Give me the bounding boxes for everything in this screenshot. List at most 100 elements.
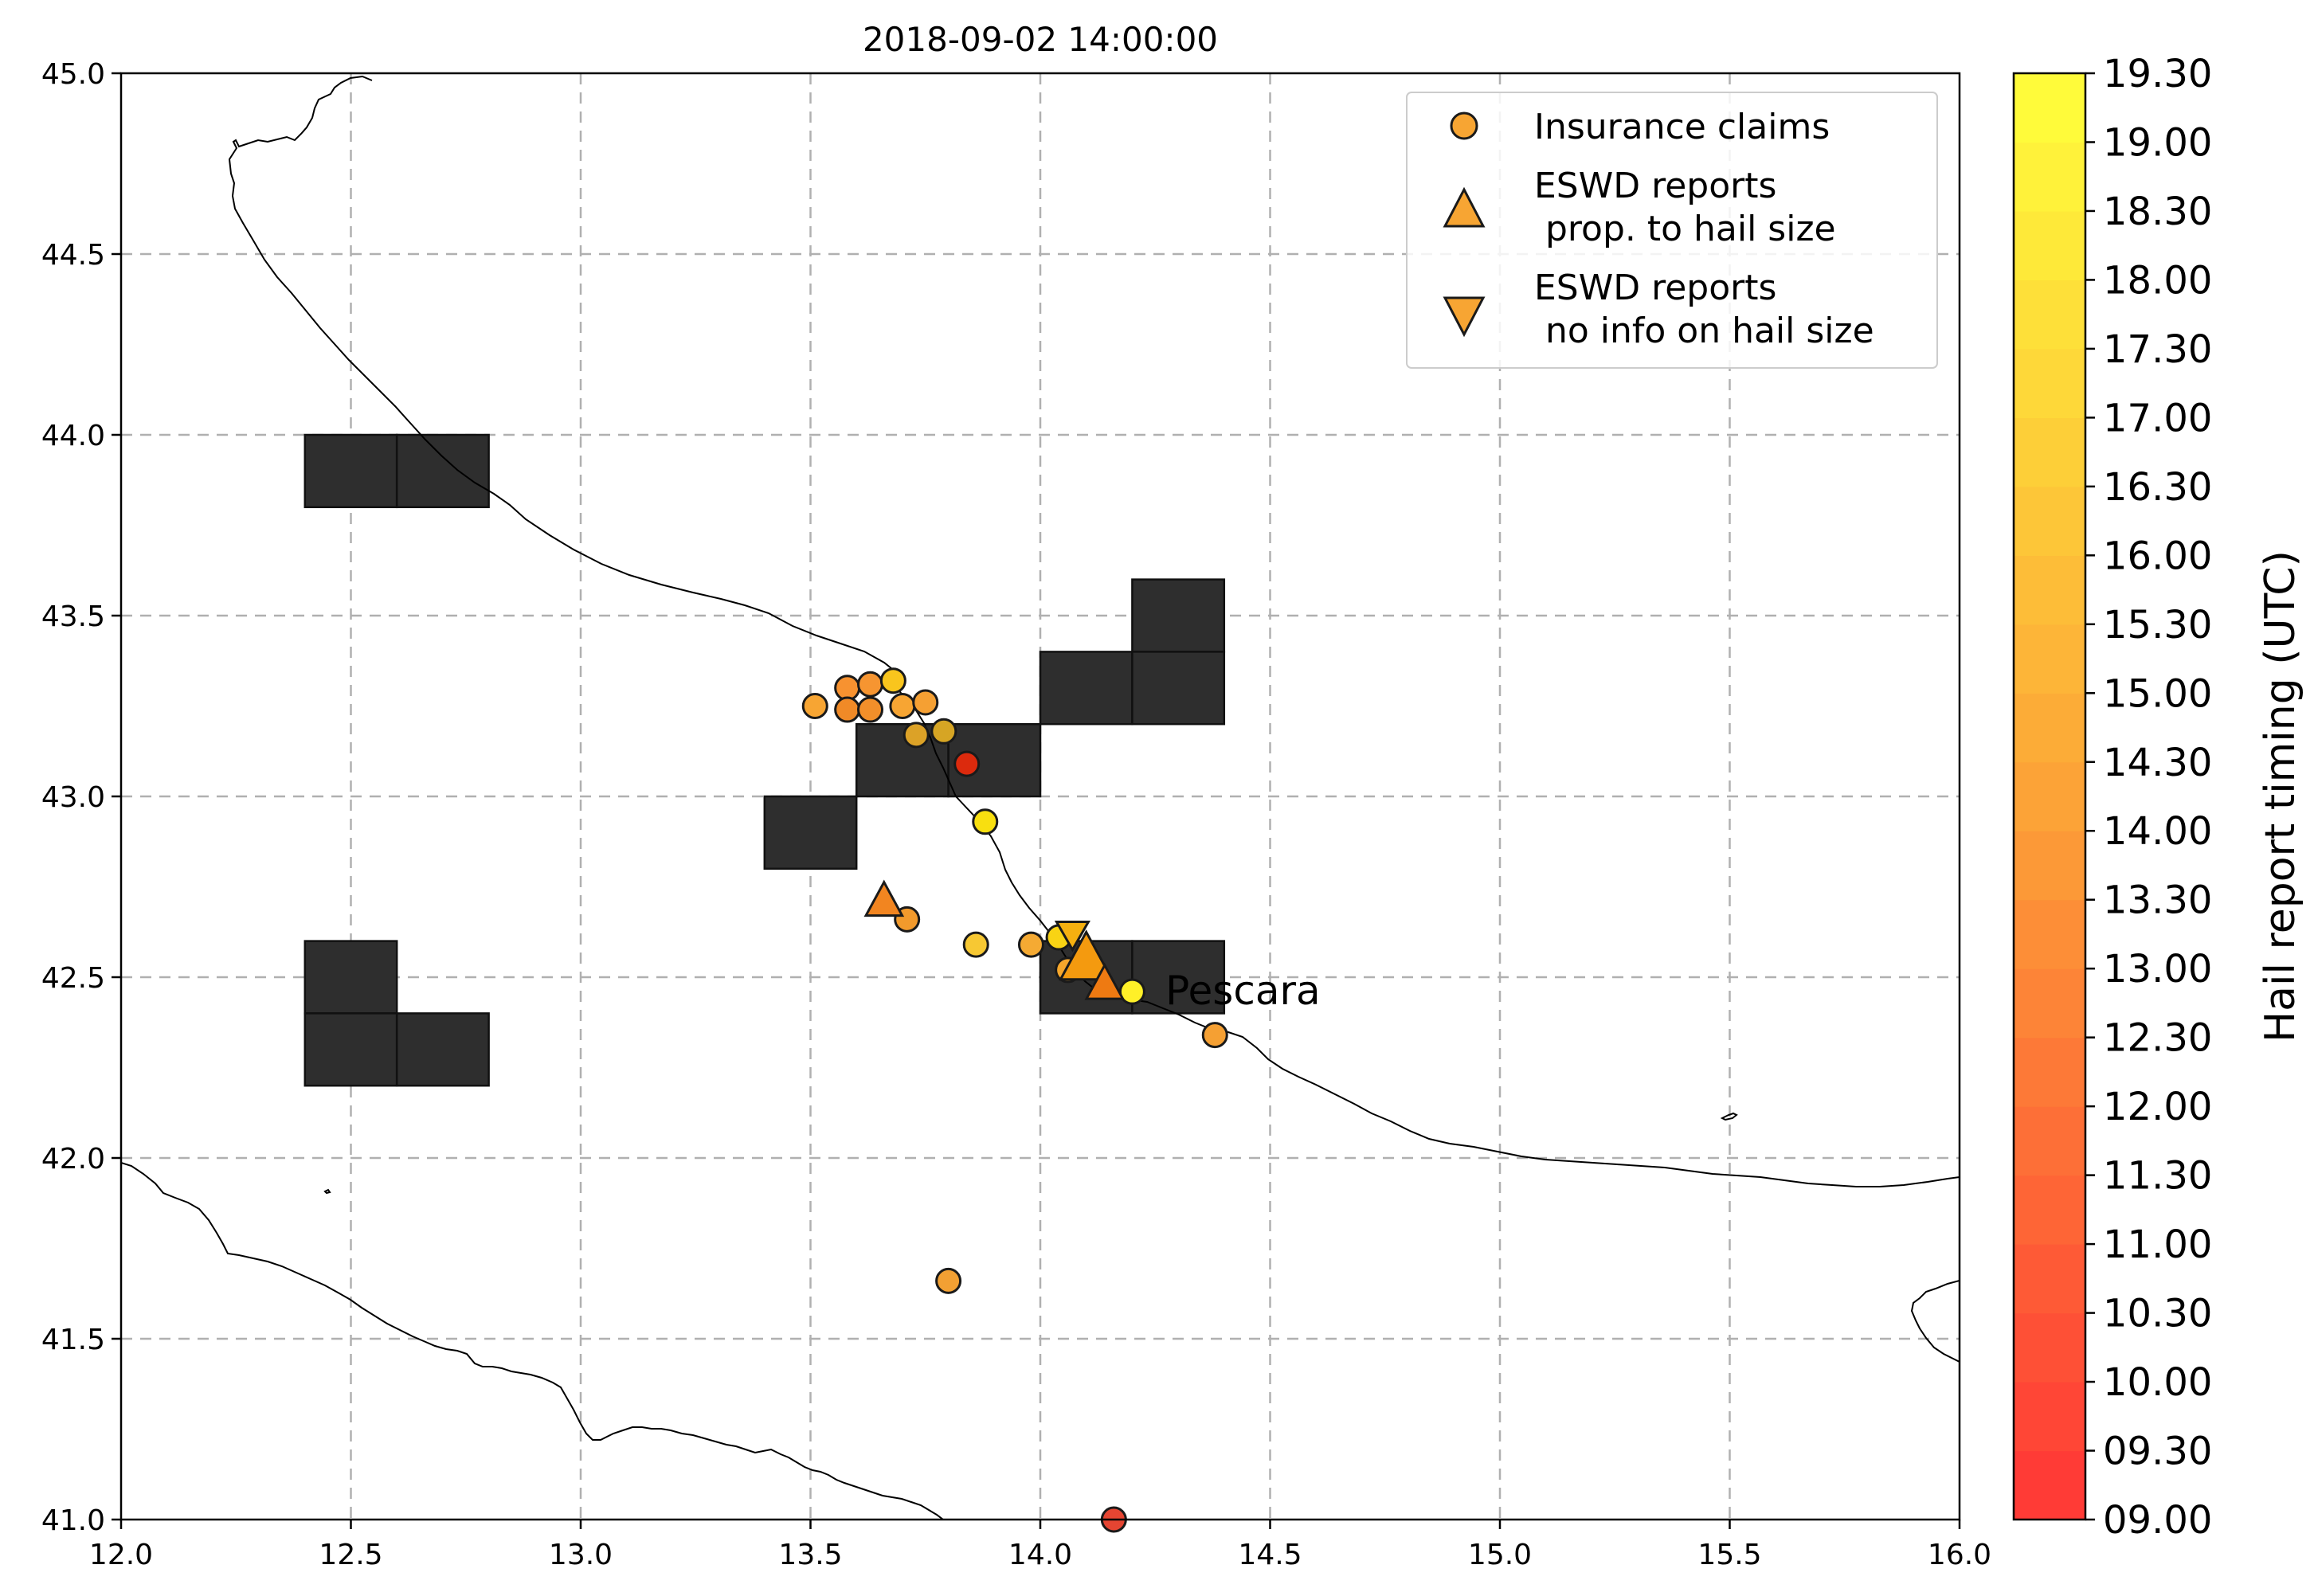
x-tick-label: 14.5: [1238, 1539, 1302, 1571]
colorbar-tick-label: 17.00: [2103, 396, 2212, 440]
x-tick-label: 13.5: [778, 1539, 842, 1571]
eswd-report-no-size-marker: [1054, 921, 1090, 953]
hail-grid-cell: [1131, 578, 1226, 653]
y-tick-label: 42.5: [41, 962, 105, 995]
colorbar-tick-label: 10.30: [2103, 1292, 2212, 1336]
legend-label-eswd-prop-line1: ESWD reports: [1534, 166, 1776, 206]
colorbar-band: [2014, 210, 2085, 281]
hail-grid-cell: [303, 940, 398, 1015]
colorbar-tick-label: 17.30: [2103, 327, 2212, 372]
eswd-report-prop-size-marker: [1058, 929, 1114, 981]
x-tick-label: 15.0: [1468, 1539, 1532, 1571]
colorbar-tick-label: 13.30: [2103, 878, 2212, 923]
legend-label-eswd-noinfo-line1: ESWD reports: [1534, 268, 1776, 308]
insurance-claim-marker: [889, 693, 916, 719]
legend-frame: [1406, 92, 1938, 369]
colorbar-band: [2014, 1450, 2085, 1520]
insurance-claim-marker: [834, 675, 861, 702]
x-tick-label: 16.0: [1928, 1539, 1991, 1571]
colorbar-band: [2014, 486, 2085, 556]
insurance-claim-marker: [857, 696, 884, 723]
colorbar-band: [2014, 968, 2085, 1039]
hail-grid-cell: [1039, 651, 1134, 726]
insurance-claim-marker: [1017, 931, 1044, 958]
colorbar-tick-label: 16.00: [2103, 534, 2212, 578]
colorbar-band: [2014, 1106, 2085, 1176]
y-tick-label: 41.0: [41, 1504, 105, 1537]
x-tick-label: 12.5: [319, 1539, 382, 1571]
colorbar-ticks: 09.00 09.30 10.00 10.30 11.00 11.30 12.00 12.30…: [2085, 52, 2212, 1543]
colorbar-band: [2014, 1382, 2085, 1452]
city-label-pescara: Pescara: [1165, 968, 1321, 1014]
colorbar-tick-label: 09.00: [2103, 1498, 2212, 1543]
colorbar-tick-label: 15.30: [2103, 603, 2212, 647]
colorbar-tick-label: 11.00: [2103, 1222, 2212, 1267]
tyrrhenian-coastline: [121, 1162, 944, 1520]
colorbar-band: [2014, 1175, 2085, 1245]
hail-grid-cell: [763, 795, 858, 870]
y-tick-label: 44.0: [41, 420, 105, 452]
colorbar-tick-label: 16.30: [2103, 465, 2212, 510]
colorbar-band: [2014, 73, 2085, 143]
colorbar-band: [2014, 899, 2085, 969]
colorbar-frame: [2012, 72, 2087, 1521]
colorbar-band: [2014, 761, 2085, 831]
legend-label-eswd-noinfo-line2: no info on hail size: [1534, 311, 1874, 351]
colorbar-tick-label: 19.00: [2103, 120, 2212, 165]
colorbar-tick-label: 13.00: [2103, 947, 2212, 992]
x-tick-label: 15.5: [1697, 1539, 1761, 1571]
colorbar-bands: [2014, 73, 2085, 1520]
colorbar-band: [2014, 1037, 2085, 1107]
colorbar-tick-label: 18.00: [2103, 258, 2212, 303]
y-tick-label: 41.5: [41, 1324, 105, 1356]
x-tick-label: 13.0: [549, 1539, 613, 1571]
colorbar-tick-label: 18.30: [2103, 190, 2212, 234]
insurance-claim-marker: [962, 931, 989, 958]
hail-grid-cell: [303, 433, 398, 509]
colorbar-band: [2014, 555, 2085, 625]
gridlines: [121, 73, 1960, 1520]
colorbar-tick-label: 19.30: [2103, 52, 2212, 96]
legend-triangle-up-marker: [1443, 186, 1486, 228]
legend-triangle-down-marker: [1443, 296, 1486, 338]
colorbar-tick-label: 11.30: [2103, 1154, 2212, 1199]
insurance-claim-marker: [912, 689, 939, 716]
colorbar-band: [2014, 1312, 2085, 1383]
colorbar-label: Hail report timing (UTC): [2257, 550, 2304, 1042]
insurance-claim-marker: [972, 808, 999, 835]
legend: Insurance claims ESWD reports prop. to h…: [1406, 92, 1938, 369]
y-tick-label: 45.0: [41, 58, 105, 91]
hail-report-marker-layer: [801, 667, 1228, 1533]
colorbar-band: [2014, 280, 2085, 350]
insurance-claim-marker: [953, 750, 981, 777]
y-tick-label: 43.5: [41, 600, 105, 633]
island-tremiti: [1720, 1112, 1738, 1121]
hail-grid-cell: [395, 1012, 490, 1087]
colorbar-tick-label: 10.00: [2103, 1360, 2212, 1405]
island-small: [323, 1188, 331, 1195]
adriatic-coastline-east: [1910, 1280, 1960, 1363]
colorbar-band: [2014, 1244, 2085, 1314]
insurance-claim-marker: [879, 667, 906, 694]
colorbar-band: [2014, 693, 2085, 763]
x-axis-ticks: 12.0 12.5 13.0 13.5 14.0 14.5 15.0 15.5 16.0: [89, 1520, 1991, 1571]
insurance-claim-marker: [902, 722, 930, 749]
hail-grid-cell: [303, 1012, 398, 1087]
eswd-report-prop-size-marker: [1084, 962, 1126, 1000]
x-tick-label: 14.0: [1008, 1539, 1072, 1571]
eswd-report-prop-size-marker: [863, 879, 905, 917]
coastline-layer: [121, 75, 1960, 1520]
colorbar: 09.00 09.30 10.00 10.30 11.00 11.30 12.00 12.30…: [2012, 52, 2304, 1543]
colorbar-band: [2014, 831, 2085, 901]
y-tick-label: 43.0: [41, 781, 105, 814]
y-tick-label: 42.0: [41, 1143, 105, 1175]
colorbar-band: [2014, 142, 2085, 212]
colorbar-tick-label: 15.00: [2103, 671, 2212, 716]
colorbar-tick-label: 12.00: [2103, 1085, 2212, 1129]
insurance-claim-marker: [930, 718, 957, 745]
colorbar-tick-label: 12.30: [2103, 1016, 2212, 1061]
colorbar-band: [2014, 624, 2085, 694]
colorbar-tick-label: 09.30: [2103, 1430, 2212, 1474]
insurance-claim-marker: [1201, 1022, 1228, 1049]
